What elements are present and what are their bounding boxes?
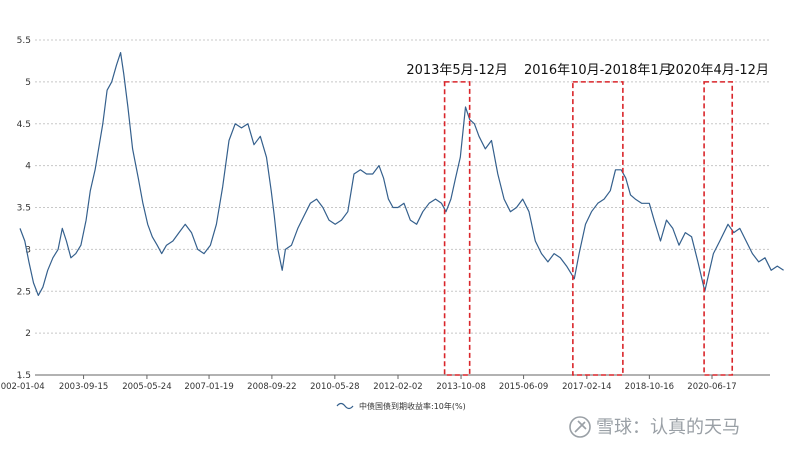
x-tick-label: 2003-09-15 (59, 382, 108, 392)
legend-label: 中债国债到期收益率:10年(%) (359, 401, 466, 411)
watermark-text: 雪球：认真的天马 (596, 417, 740, 438)
highlight-box-3 (703, 81, 734, 376)
grid-lines (35, 39, 770, 334)
y-tick-label: 1.5 (17, 371, 31, 381)
x-tick-label: 2013-10-08 (436, 382, 485, 392)
x-tick-label: 2002-01-04 (0, 382, 45, 392)
x-tick-label: 2020-06-17 (687, 382, 736, 392)
y-tick-label: 4.5 (17, 120, 31, 130)
legend: 中债国债到期收益率:10年(%) (336, 401, 466, 411)
y-tick-label: 5.5 (17, 36, 31, 46)
highlight-box-1 (443, 81, 471, 376)
y-tick-label: 3.5 (17, 204, 31, 214)
y-tick-label: 2 (25, 329, 31, 339)
highlight-label-3: 2020年4月-12月 (667, 63, 769, 78)
x-tick-label: 2018-10-16 (625, 382, 674, 392)
x-axis-ticks: 2002-01-04 2003-09-15 2005-05-24 2007-01-19… (0, 375, 737, 392)
legend-line-icon (336, 402, 354, 410)
y-axis-ticks: 1.5 2 2.5 3 3.5 4 4.5 5 5.5 (17, 36, 32, 381)
series-line-10y-yield (19, 52, 784, 296)
y-tick-label: 3 (25, 245, 31, 255)
highlight-label-1: 2013年5月-12月 (406, 63, 508, 78)
y-tick-label: 5 (25, 78, 31, 88)
x-tick-label: 2012-02-02 (373, 382, 422, 392)
x-tick-label: 2008-09-22 (247, 382, 296, 392)
x-tick-label: 2010-05-28 (310, 382, 359, 392)
x-tick-label: 2015-06-09 (499, 382, 548, 392)
x-tick-label: 2017-02-14 (562, 382, 611, 392)
highlight-box-2 (572, 81, 624, 376)
highlight-label-2: 2016年10月-2018年1月 (524, 63, 672, 78)
xueqiu-snowball-icon (569, 416, 591, 438)
y-tick-label: 2.5 (17, 287, 31, 297)
watermark: 雪球：认真的天马 (569, 416, 740, 438)
y-tick-label: 4 (25, 162, 31, 172)
x-tick-label: 2007-01-19 (184, 382, 233, 392)
x-tick-label: 2005-05-24 (122, 382, 171, 392)
